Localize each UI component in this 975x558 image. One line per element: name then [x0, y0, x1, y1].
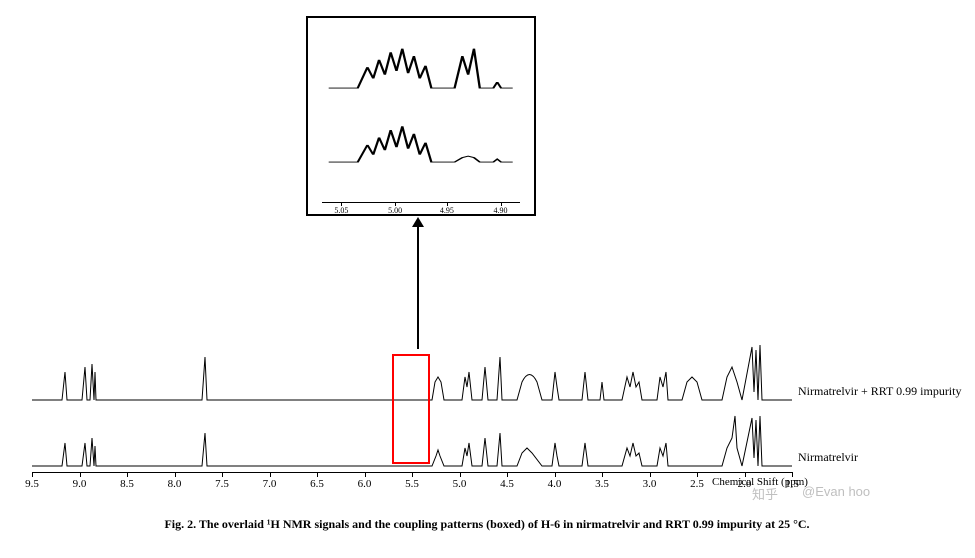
inset-tick-label: 4.90 — [494, 206, 508, 215]
axis-tick-label: 9.5 — [25, 478, 39, 490]
axis-tick-label: 4.5 — [500, 478, 514, 490]
axis-tick-label: 7.5 — [215, 478, 229, 490]
watermark-right: @Evan hoo — [802, 484, 870, 499]
axis-tick-label: 7.0 — [263, 478, 277, 490]
inset-tick-label: 5.05 — [334, 206, 348, 215]
arrow-line — [417, 225, 419, 349]
inset-zoom-box: 5.05 5.00 4.95 4.90 — [306, 16, 536, 216]
zoom-arrow — [412, 217, 424, 349]
axis-tick-label: 4.0 — [548, 478, 562, 490]
axis-tick-label: 8.5 — [120, 478, 134, 490]
inset-tick-label: 4.95 — [440, 206, 454, 215]
axis-tick-label: 3.5 — [595, 478, 609, 490]
spectrum-bottom-label: Nirmatrelvir — [798, 450, 858, 465]
axis-tick-label: 8.0 — [168, 478, 182, 490]
axis-tick-label: 9.0 — [73, 478, 87, 490]
nmr-figure: 5.05 5.00 4.95 4.90 Nirmatrelvir + RRT 0.99… — [12, 8, 962, 538]
inset-spectrum-bottom — [319, 104, 522, 178]
figure-caption: Fig. 2. The overlaid ¹H NMR signals and … — [164, 517, 809, 532]
inset-spectrum-top — [319, 30, 522, 104]
axis-tick-label: 3.0 — [643, 478, 657, 490]
spectrum-top-label: Nirmatrelvir + RRT 0.99 impurity — [798, 384, 961, 399]
axis-tick-label: 6.5 — [310, 478, 324, 490]
axis-tick-label: 6.0 — [358, 478, 372, 490]
inset-tick-label: 5.00 — [388, 206, 402, 215]
watermark-left: 知乎 — [752, 484, 778, 503]
axis-tick-label: 5.0 — [453, 478, 467, 490]
axis-tick-label: 5.5 — [405, 478, 419, 490]
highlight-red-box — [392, 354, 430, 464]
axis-tick-label: 2.5 — [690, 478, 704, 490]
